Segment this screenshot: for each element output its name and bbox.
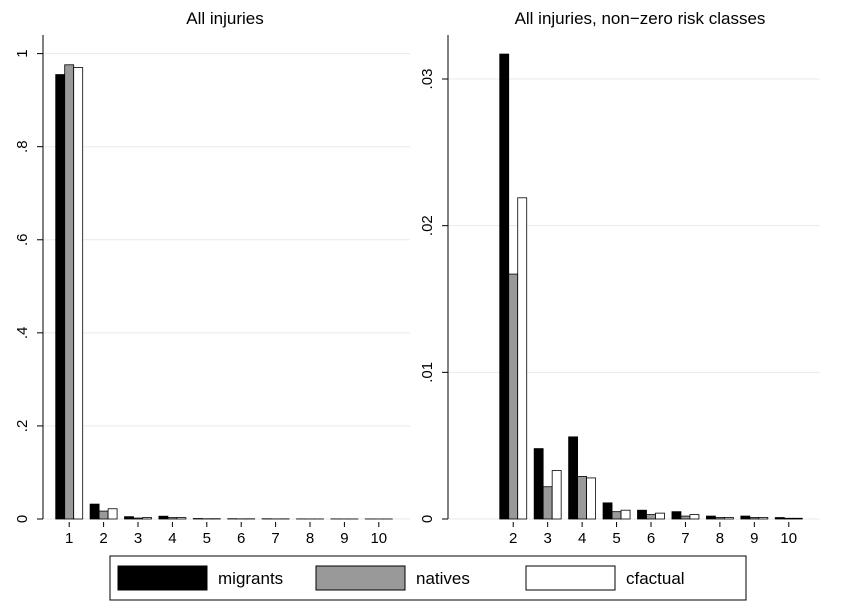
bar: [517, 197, 528, 520]
bar: [740, 515, 751, 520]
y-tick-label: .2: [14, 420, 31, 433]
bar: [542, 486, 553, 520]
x-tick-label: 1: [65, 530, 73, 547]
y-tick-label: .02: [419, 215, 436, 236]
chart-title: All injuries, non−zero risk classes: [515, 9, 766, 28]
y-tick-label: .4: [14, 327, 31, 340]
bar: [671, 511, 682, 520]
x-tick-label: 7: [681, 530, 689, 547]
x-tick-label: 6: [237, 530, 245, 547]
y-tick-label: .6: [14, 234, 31, 247]
x-tick-label: 3: [543, 530, 551, 547]
bar: [107, 508, 118, 520]
bar: [783, 517, 794, 520]
y-tick-label: .01: [419, 362, 436, 383]
x-tick-label: 4: [578, 530, 586, 547]
bar: [586, 477, 597, 520]
x-tick-label: 8: [716, 530, 724, 547]
x-tick-label: 9: [340, 530, 348, 547]
bar: [158, 515, 169, 520]
bar: [723, 517, 734, 520]
x-tick-label: 8: [306, 530, 314, 547]
bar: [508, 273, 519, 520]
x-tick-label: 3: [134, 530, 142, 547]
bar: [176, 517, 187, 520]
x-tick-label: 2: [509, 530, 517, 547]
y-tick-label: 1: [14, 49, 31, 57]
y-tick-label: .8: [14, 140, 31, 153]
bar: [655, 512, 665, 520]
legend-label: migrants: [218, 569, 283, 588]
bar: [98, 510, 109, 520]
bar: [568, 436, 579, 520]
bar: [620, 509, 631, 520]
legend-swatch: [525, 565, 616, 591]
bar: [533, 448, 544, 520]
bar: [680, 515, 691, 520]
bar: [705, 515, 716, 520]
bar: [73, 67, 84, 520]
bar: [611, 511, 622, 520]
bar: [714, 517, 725, 520]
x-tick-label: 2: [99, 530, 107, 547]
bar: [792, 517, 803, 520]
bar: [758, 517, 769, 520]
legend-swatch: [117, 565, 208, 591]
bar: [55, 74, 66, 520]
x-tick-label: 7: [271, 530, 279, 547]
legend-swatch: [315, 565, 406, 591]
y-tick-label: 0: [14, 515, 31, 523]
x-tick-label: 4: [168, 530, 176, 547]
bar: [577, 476, 588, 520]
y-tick-label: .03: [419, 69, 436, 90]
bar: [142, 517, 152, 520]
legend-label: natives: [416, 569, 470, 588]
legend-label: cfactual: [626, 569, 685, 588]
x-tick-label: 5: [203, 530, 211, 547]
bar: [167, 517, 178, 520]
x-tick-label: 6: [647, 530, 655, 547]
bar: [749, 517, 760, 520]
bar: [64, 64, 75, 520]
bar: [124, 516, 134, 520]
bar: [551, 470, 562, 520]
bar: [774, 517, 785, 520]
legend-box: [109, 555, 747, 601]
x-tick-label: 10: [780, 530, 797, 547]
bar: [689, 514, 700, 520]
x-tick-label: 9: [750, 530, 758, 547]
x-tick-label: 10: [370, 530, 387, 547]
x-tick-label: 5: [612, 530, 620, 547]
bar: [499, 53, 510, 520]
bar: [646, 514, 656, 520]
bar: [637, 509, 647, 520]
bar: [133, 517, 143, 520]
bar: [602, 502, 613, 520]
bar: [89, 503, 100, 520]
y-tick-label: 0: [419, 515, 436, 523]
chart-title: All injuries: [186, 9, 263, 28]
